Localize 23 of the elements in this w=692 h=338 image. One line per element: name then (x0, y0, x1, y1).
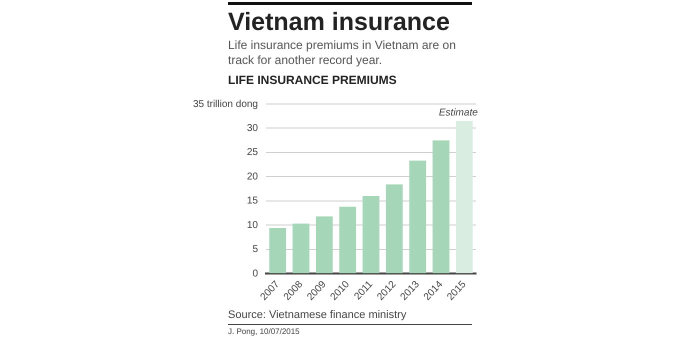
bar (339, 206, 356, 274)
y-tick-label: 15 (246, 196, 258, 207)
bar (292, 224, 310, 274)
y-tick-label: 30 (246, 122, 258, 134)
chart-subtitle: Life insurance premiums in Vietnam are on track for another record year. (228, 38, 457, 68)
bar (269, 228, 286, 274)
bar (456, 120, 473, 274)
y-tick-label: 10 (246, 220, 258, 231)
y-tick-label: 20 (246, 171, 258, 182)
chart-title: Vietnam insurance (228, 8, 450, 37)
source-note: Source: Vietnamese finance ministry (228, 309, 406, 321)
text: J. Pong, 10/07/2015 (228, 327, 300, 336)
bar (362, 196, 380, 274)
y-tick-label: 0 (252, 268, 258, 280)
bar (316, 216, 333, 274)
y-tick-label: 35 trillion dong (192, 98, 258, 110)
bar (409, 160, 426, 274)
y-tick-label: 25 (246, 147, 258, 158)
annotation: Estimate (438, 108, 478, 119)
bar (386, 184, 403, 274)
bar (432, 140, 450, 274)
y-axis-title: LIFE INSURANCE PREMIUMS (228, 73, 397, 87)
y-tick-label: 5 (252, 244, 258, 256)
